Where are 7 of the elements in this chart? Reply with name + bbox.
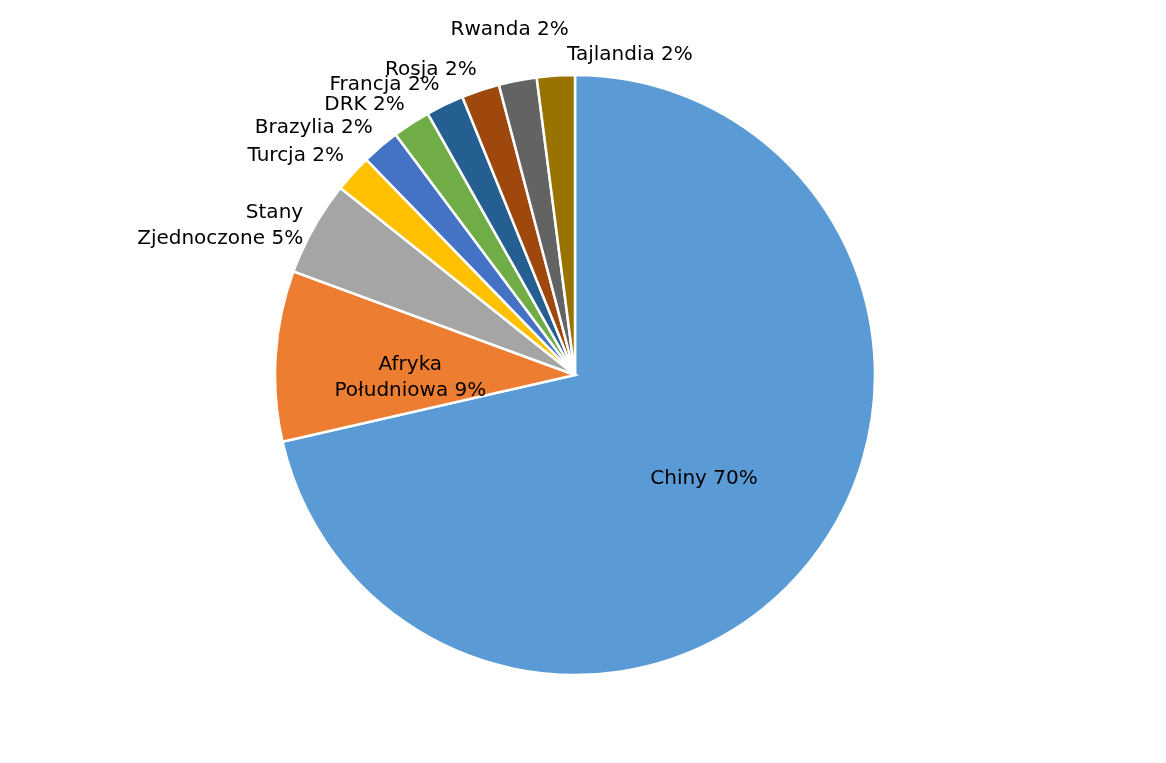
slice-label: Turcja 2% — [246, 142, 345, 167]
slice-label: Chiny 70% — [650, 464, 758, 489]
slice-label: Stany Zjednoczone 5% — [137, 198, 304, 249]
slice-label: Brazylia 2% — [254, 114, 373, 139]
slice-label: Afryka Południowa 9% — [334, 351, 487, 402]
slice-label: Tajlandia 2% — [566, 40, 693, 65]
slice-label: Rwanda 2% — [450, 16, 569, 41]
